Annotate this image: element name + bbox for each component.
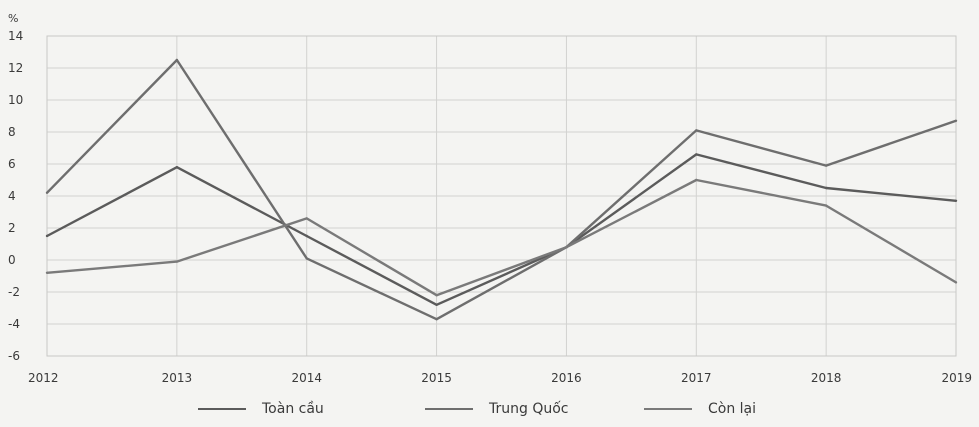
y-tick-label: 8	[8, 125, 16, 139]
legend-item-con-lai: Còn lại	[644, 397, 756, 421]
data-point	[824, 164, 828, 167]
data-point	[565, 246, 568, 249]
data-point	[695, 178, 698, 182]
x-tick-label: 2013	[162, 371, 193, 385]
data-point	[695, 153, 698, 156]
series-line-2	[46, 178, 957, 297]
data-point	[435, 294, 438, 297]
data-point	[435, 318, 438, 321]
y-tick-label: 10	[8, 93, 23, 107]
data-point	[175, 260, 179, 263]
grid	[46, 35, 957, 357]
y-tick-label: -6	[8, 349, 20, 363]
legend-label: Toàn cầu	[262, 401, 324, 417]
y-tick-label: -2	[8, 285, 20, 299]
x-tick-label: 2015	[421, 371, 452, 385]
series-lines	[45, 58, 958, 321]
legend-label: Trung Quốc	[489, 401, 569, 417]
data-point	[175, 166, 179, 169]
legend-line-icon	[425, 408, 473, 410]
data-point	[824, 204, 828, 207]
data-point	[305, 234, 308, 238]
plot-frame	[46, 35, 957, 357]
y-tick-label: 0	[8, 253, 16, 267]
data-point	[824, 186, 828, 190]
y-tick-label: 2	[8, 221, 16, 235]
y-axis-unit-label: %	[8, 12, 18, 25]
data-point	[45, 191, 49, 194]
x-tick-label: 2019	[941, 371, 972, 385]
data-point	[175, 58, 179, 62]
x-axis-ticks: 2012 2013 2014 2015 2016 2017 2018 2019	[28, 371, 972, 385]
x-tick-label: 2017	[681, 371, 712, 385]
legend-line-icon	[644, 408, 692, 410]
legend-item-toan-cau: Toàn cầu	[198, 397, 324, 421]
data-point	[435, 303, 438, 306]
x-tick-label: 2014	[291, 371, 322, 385]
data-point	[45, 271, 49, 274]
series-line-1	[46, 58, 957, 321]
legend-line-icon	[198, 408, 246, 410]
data-point	[305, 217, 308, 220]
legend-label: Còn lại	[708, 401, 757, 417]
y-tick-label: -4	[8, 317, 20, 331]
y-tick-label: 14	[8, 29, 23, 43]
y-tick-label: 4	[8, 189, 16, 203]
data-point	[695, 129, 698, 132]
data-point	[954, 281, 958, 284]
data-point	[954, 199, 958, 202]
legend-item-trung-quoc: Trung Quốc	[425, 397, 569, 421]
data-point	[954, 119, 958, 123]
y-tick-label: 6	[8, 157, 16, 171]
data-point	[45, 234, 49, 238]
data-point	[305, 257, 308, 260]
y-axis-ticks: -6 -4 -2 0 2 4 6 8 10 12 14	[8, 29, 23, 363]
x-tick-label: 2018	[811, 371, 842, 385]
y-tick-label: 12	[8, 61, 23, 75]
x-tick-label: 2012	[28, 371, 59, 385]
x-tick-label: 2016	[551, 371, 582, 385]
series-line-0	[46, 153, 957, 306]
legend: Toàn cầu Trung Quốc Còn lại	[0, 397, 979, 421]
